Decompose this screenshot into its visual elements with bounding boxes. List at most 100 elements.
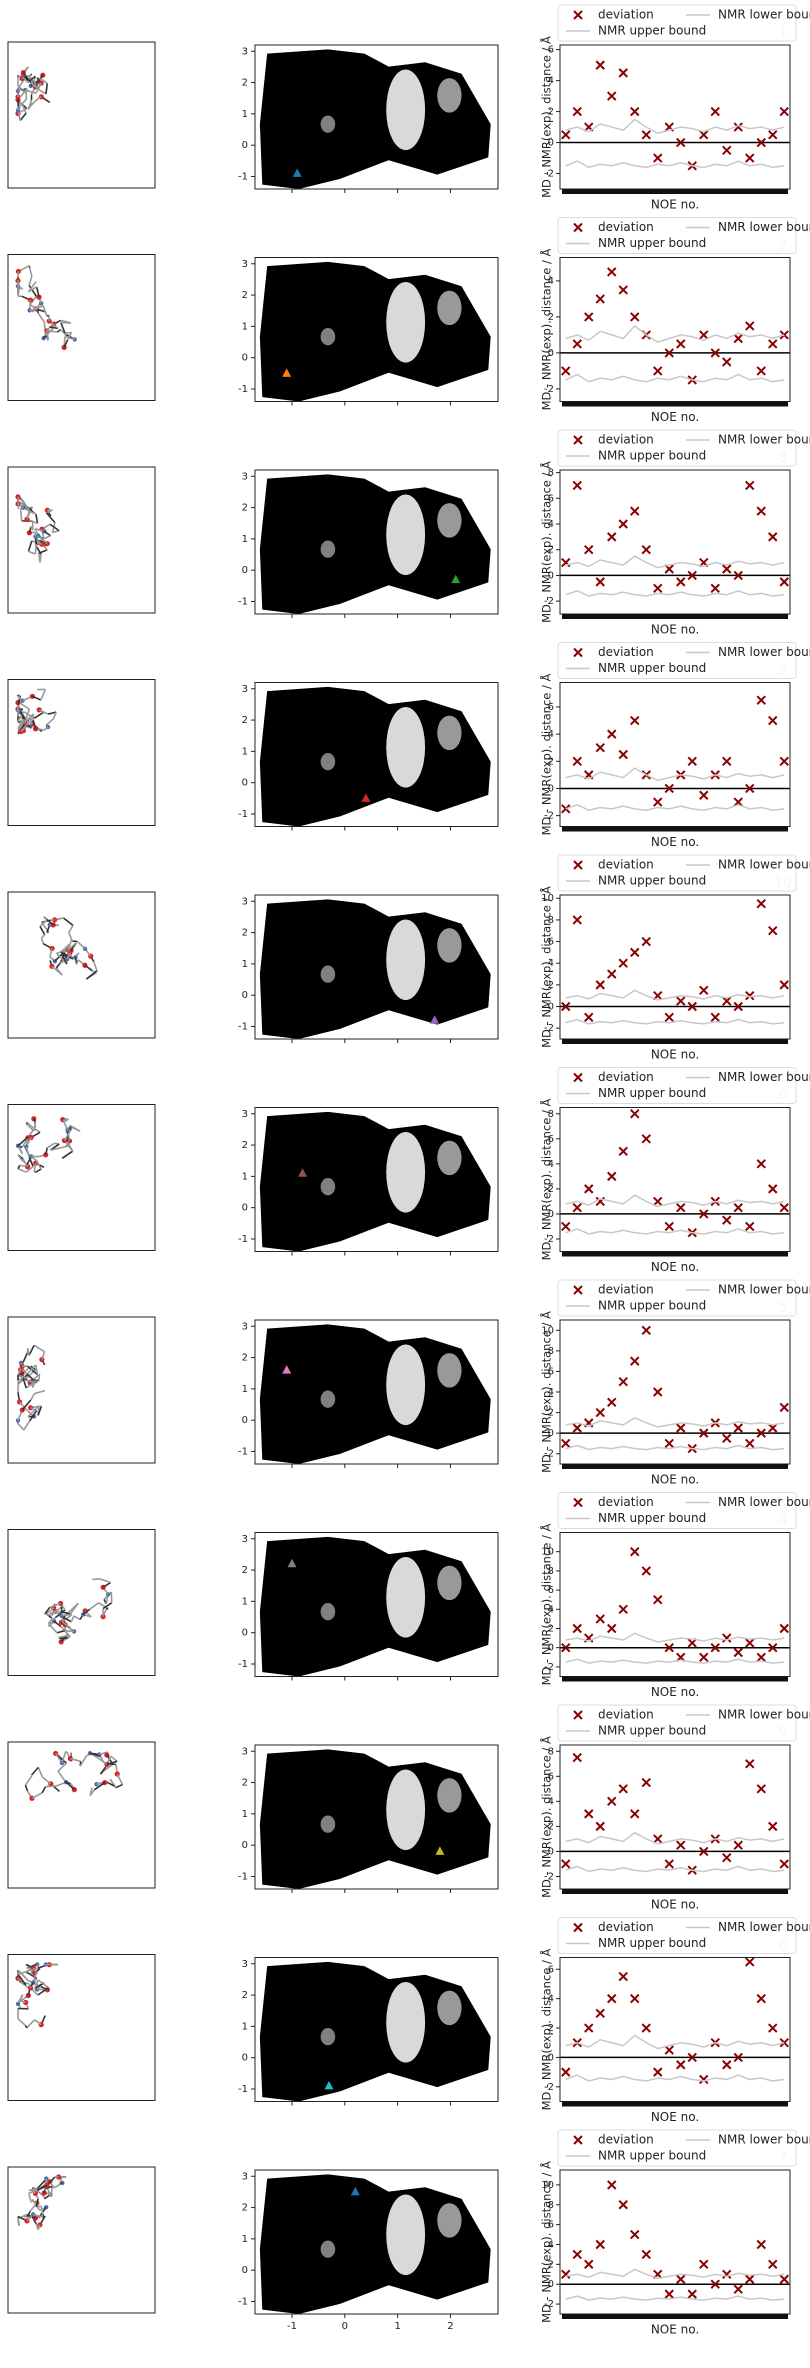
bond xyxy=(63,1129,72,1141)
y-tick-label: 2 xyxy=(242,928,248,939)
y-tick-label: 2 xyxy=(548,2023,554,2034)
marker xyxy=(282,1365,292,1374)
bond xyxy=(50,2186,53,2198)
deviation-marker xyxy=(676,1202,686,1213)
deviation-marker xyxy=(722,996,732,1006)
deviation-marker xyxy=(745,990,755,1001)
bound-line xyxy=(565,2268,785,2280)
deviation-marker xyxy=(756,366,766,376)
legend-swatch xyxy=(573,1497,583,1508)
x-axis-label: NOE no. xyxy=(651,1898,699,1912)
deviation-marker xyxy=(664,783,674,794)
deviation-marker xyxy=(710,2279,720,2289)
bond xyxy=(58,1637,61,1640)
bound-line xyxy=(565,803,785,811)
bond xyxy=(37,553,41,563)
deviation-marker xyxy=(756,2239,766,2250)
y-tick-label: 2 xyxy=(242,1778,248,1789)
axes-frame xyxy=(559,894,791,1040)
legend-label: NMR upper bound xyxy=(598,874,706,888)
deviation-marker xyxy=(779,1202,789,1213)
bond xyxy=(17,99,20,108)
cloud-gap xyxy=(320,753,336,771)
deviation-marker xyxy=(572,1623,582,1634)
bond xyxy=(33,1344,45,1353)
cloud-gap xyxy=(386,2194,426,2276)
deviation-marker xyxy=(630,1109,640,1119)
deviation-marker xyxy=(710,106,720,117)
bond xyxy=(45,328,54,337)
deviation-marker xyxy=(618,519,628,529)
legend-label: NMR lower bound xyxy=(718,1070,810,1084)
y-tick-label: -2 xyxy=(544,2082,554,2093)
deviation-marker xyxy=(572,480,582,491)
bound-line xyxy=(565,1416,785,1428)
deviation-marker xyxy=(595,60,605,70)
deviation-marker xyxy=(733,1202,743,1213)
legend-label: deviation xyxy=(598,433,654,447)
deviation-marker xyxy=(618,749,628,760)
molecule-frame xyxy=(7,1104,156,1251)
bond xyxy=(84,964,93,972)
cloud-gap xyxy=(320,115,336,133)
bond xyxy=(28,1344,35,1356)
marker xyxy=(298,1168,308,1177)
deviation-marker xyxy=(733,333,743,344)
bond xyxy=(59,1145,67,1149)
cloud-gap xyxy=(386,919,426,1001)
y-tick-label: -2 xyxy=(544,1662,554,1673)
bond xyxy=(18,1401,28,1412)
cloud-gap xyxy=(437,290,462,326)
legend-box xyxy=(557,1917,797,1954)
bond xyxy=(45,1607,55,1615)
deviation-marker xyxy=(745,1759,755,1769)
bond xyxy=(102,1581,112,1588)
legend-label: NMR lower bound xyxy=(718,433,810,447)
deviation-marker xyxy=(710,1642,720,1653)
y-tick-label: 1 xyxy=(242,321,248,332)
bond xyxy=(44,1606,51,1615)
cloud-gap xyxy=(386,1556,426,1638)
deviation-marker xyxy=(641,1325,651,1335)
bond xyxy=(43,530,52,537)
bond xyxy=(62,1119,67,1123)
cloud-gap xyxy=(437,1990,462,2026)
deviation-marker xyxy=(710,583,720,593)
bond xyxy=(61,1751,67,1764)
bond xyxy=(60,319,72,324)
deviation-marker xyxy=(630,715,640,726)
y-axis-label: MD - NMR(exp). distance / Å xyxy=(539,1523,554,1685)
deviation-marker xyxy=(561,1859,571,1869)
deviation-marker xyxy=(722,357,732,367)
legend-label: NMR upper bound xyxy=(598,449,706,463)
bond xyxy=(27,280,37,293)
deviation-marker xyxy=(641,545,651,555)
bond xyxy=(21,104,27,114)
y-tick-label: 2 xyxy=(242,1140,248,1151)
y-tick-label: -2 xyxy=(544,169,554,180)
y-tick-label: 0 xyxy=(548,1002,554,1013)
bound-line xyxy=(565,590,785,597)
deviation-marker xyxy=(768,2023,778,2033)
legend-swatch xyxy=(573,222,583,233)
deviation-marker xyxy=(618,68,628,78)
bond xyxy=(60,329,67,337)
bond xyxy=(26,1348,29,1354)
deviation-marker xyxy=(561,557,571,568)
y-tick-label: 3 xyxy=(242,1746,248,1757)
deviation-marker xyxy=(687,570,697,581)
bond xyxy=(35,286,40,298)
bound-line xyxy=(565,373,785,383)
legend-swatch xyxy=(573,1922,583,1933)
deviation-marker xyxy=(561,130,571,140)
bond xyxy=(82,1608,91,1616)
deviation-marker xyxy=(607,969,617,979)
y-tick-label: 1 xyxy=(242,2021,248,2032)
molecule-frame xyxy=(7,466,156,614)
bond xyxy=(37,1767,44,1778)
y-tick-label: 0 xyxy=(548,348,554,359)
bond xyxy=(17,711,25,722)
deviation-marker xyxy=(768,1642,778,1653)
y-tick-label: 0 xyxy=(548,1428,554,1439)
bond xyxy=(45,83,49,94)
